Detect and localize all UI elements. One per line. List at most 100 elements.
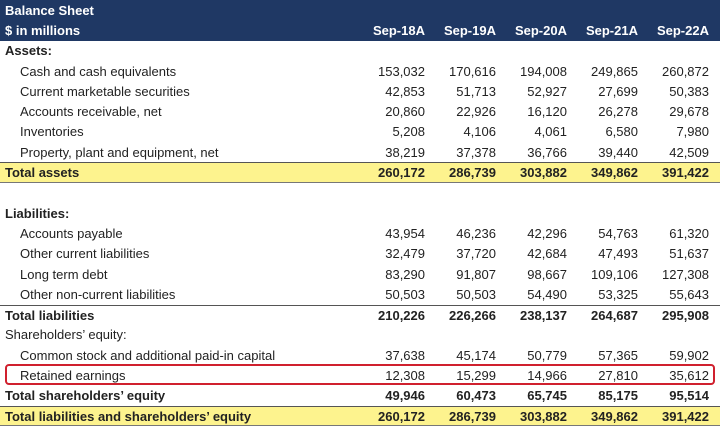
value-cell: 54,490 (527, 286, 567, 302)
row-label: Cash and cash equivalents (20, 63, 177, 79)
table-row: Current marketable securities 42,853 51,71… (0, 81, 720, 101)
value-cell: 35,612 (669, 368, 709, 384)
row-label: Shareholders’ equity: (5, 327, 127, 343)
value-cell: 5,208 (392, 124, 425, 140)
value-cell: 51,713 (456, 83, 496, 99)
table-row (0, 183, 720, 203)
table-row: Total liabilities and shareholders’ equi… (0, 406, 720, 427)
value-cell: 43,954 (385, 225, 425, 241)
value-cell: 194,008 (520, 63, 567, 79)
table-row: Shareholders’ equity: (0, 325, 720, 345)
value-cell: 153,032 (378, 63, 425, 79)
value-cell: 49,946 (385, 388, 425, 404)
value-cell: 52,927 (527, 83, 567, 99)
value-cell: 286,739 (449, 408, 496, 424)
row-label: Retained earnings (20, 368, 126, 384)
value-cell: 85,175 (598, 388, 638, 404)
value-cell: 109,106 (591, 266, 638, 282)
value-cell: 47,493 (598, 246, 638, 262)
value-cell: 295,908 (662, 307, 709, 323)
value-cell: 14,966 (527, 368, 567, 384)
retained-earnings-highlight (5, 364, 715, 385)
row-label: Long term debt (20, 266, 108, 282)
row-label: Other non-current liabilities (20, 286, 176, 302)
value-cell: 42,684 (527, 246, 567, 262)
row-label: Common stock and additional paid-in capi… (20, 347, 276, 363)
value-cell: 20,860 (385, 104, 425, 120)
value-cell: 6,580 (605, 124, 638, 140)
row-label: Assets: (5, 43, 52, 59)
value-cell: 60,473 (456, 388, 496, 404)
table-row: Liabilities: (0, 203, 720, 223)
value-cell: 7,980 (676, 124, 709, 140)
period-header: Sep-20A (514, 22, 567, 38)
value-cell: 12,308 (385, 368, 425, 384)
table-row: Cash and cash equivalents 153,032 170,616 1… (0, 61, 720, 81)
value-cell: 61,320 (669, 225, 709, 241)
period-header: Sep-21A (585, 22, 638, 38)
value-cell: 27,699 (598, 83, 638, 99)
value-cell: 50,503 (385, 286, 425, 302)
title-row: Balance Sheet (0, 0, 720, 21)
value-cell: 260,872 (662, 63, 709, 79)
row-label: Accounts payable (20, 225, 123, 241)
value-cell: 303,882 (520, 408, 567, 424)
table-row: Accounts receivable, net 20,860 22,926 16,1… (0, 102, 720, 122)
value-cell: 59,902 (669, 347, 709, 363)
value-cell: 46,236 (456, 225, 496, 241)
value-cell: 36,766 (527, 144, 567, 160)
row-label: Total shareholders’ equity (5, 388, 166, 404)
row-label: Property, plant and equipment, net (20, 144, 219, 160)
value-cell: 170,616 (449, 63, 496, 79)
value-cell: 39,440 (598, 144, 638, 160)
value-cell: 32,479 (385, 246, 425, 262)
header-row: $ in millions Sep-18A Sep-19A Sep-20A Se… (0, 20, 720, 41)
value-cell: 55,643 (669, 286, 709, 302)
value-cell: 38,219 (385, 144, 425, 160)
table-row: Total liabilities 210,226 226,266 238,137 26… (0, 304, 720, 325)
value-cell: 54,763 (598, 225, 638, 241)
value-cell: 349,862 (591, 408, 638, 424)
value-cell: 53,325 (598, 286, 638, 302)
period-header: Sep-22A (656, 22, 709, 38)
value-cell: 264,687 (591, 307, 638, 323)
value-cell: 286,739 (449, 165, 496, 181)
value-cell: 65,745 (527, 388, 567, 404)
value-cell: 260,172 (378, 165, 425, 181)
row-label: Other current liabilities (20, 246, 150, 262)
value-cell: 238,137 (520, 307, 567, 323)
row-label: Total liabilities (5, 307, 95, 323)
table-row: Accounts payable 43,954 46,236 42,296 54,763… (0, 223, 720, 243)
value-cell: 16,120 (527, 104, 567, 120)
value-cell: 391,422 (662, 165, 709, 181)
value-cell: 226,266 (449, 307, 496, 323)
value-cell: 249,865 (591, 63, 638, 79)
table-row: Long term debt 83,290 91,807 98,667 109,106 1… (0, 264, 720, 284)
table-row: Inventories 5,208 4,106 4,061 6,580 7,980 (0, 122, 720, 142)
value-cell: 127,308 (662, 266, 709, 282)
row-label: Liabilities: (5, 205, 70, 221)
value-cell: 15,299 (456, 368, 496, 384)
table-row-highlighted: Retained earnings 12,308 15,299 14,966 27,81… (0, 365, 720, 385)
units-label: $ in millions (5, 22, 81, 38)
value-cell: 57,365 (598, 347, 638, 363)
value-cell: 42,509 (669, 144, 709, 160)
value-cell: 50,779 (527, 347, 567, 363)
table-row: Other current liabilities 32,479 37,720 42,… (0, 244, 720, 264)
value-cell: 37,378 (456, 144, 496, 160)
value-cell: 26,278 (598, 104, 638, 120)
value-cell: 83,290 (385, 266, 425, 282)
period-header: Sep-18A (372, 22, 425, 38)
table-row: Assets: (0, 41, 720, 61)
value-cell: 29,678 (669, 104, 709, 120)
value-cell: 37,638 (385, 347, 425, 363)
table-row: Total assets 260,172 286,739 303,882 349,862… (0, 162, 720, 183)
value-cell: 22,926 (456, 104, 496, 120)
value-cell: 45,174 (456, 347, 496, 363)
value-cell: 42,296 (527, 225, 567, 241)
sheet-title: Balance Sheet (5, 2, 94, 18)
value-cell: 91,807 (456, 266, 496, 282)
table-row: Other non-current liabilities 50,503 50,50… (0, 284, 720, 304)
value-cell: 50,383 (669, 83, 709, 99)
row-label: Accounts receivable, net (20, 104, 162, 120)
